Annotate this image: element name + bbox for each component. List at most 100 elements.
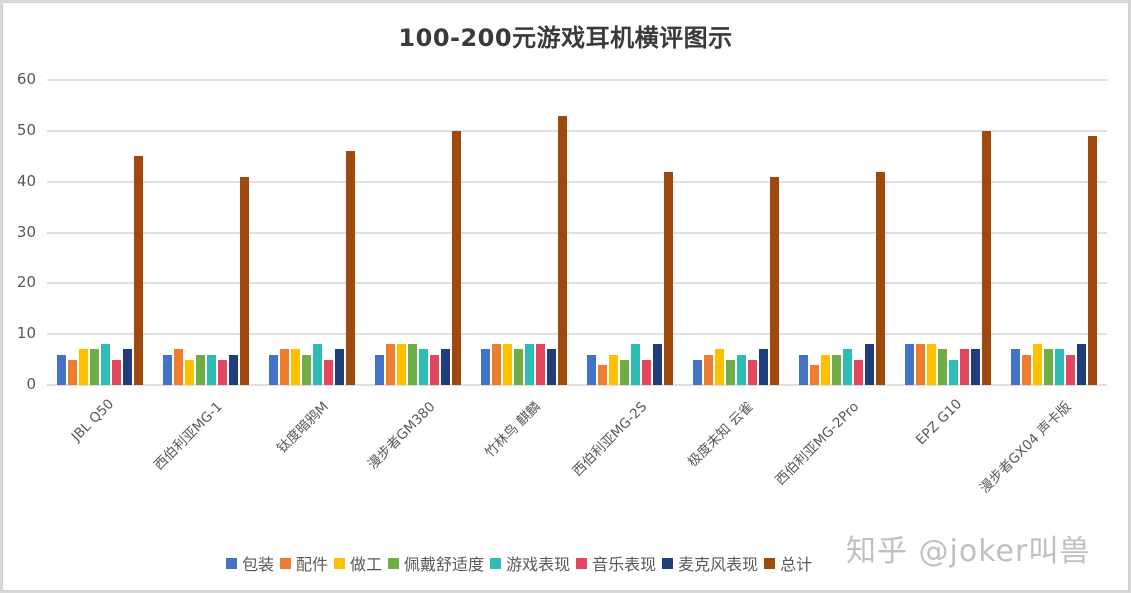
x-tick-label: 漫步者GM380 [364, 398, 439, 473]
bar [810, 364, 819, 385]
legend-swatch-icon [662, 557, 674, 569]
bar [101, 344, 110, 385]
bar [748, 359, 757, 385]
bar [704, 354, 713, 385]
bar [196, 354, 205, 385]
gridline [47, 180, 1107, 183]
legend-label: 游戏表现 [506, 555, 571, 574]
legend-label: 佩戴舒适度 [404, 555, 485, 574]
bar [324, 359, 333, 385]
bar [609, 354, 618, 385]
bar [642, 359, 651, 385]
bar [174, 349, 183, 385]
bar [229, 354, 238, 385]
bar [185, 359, 194, 385]
legend-label: 音乐表现 [592, 555, 657, 574]
legend-label: 麦克风表现 [678, 555, 759, 574]
bar [302, 354, 311, 385]
bar [938, 349, 947, 385]
bar [653, 344, 662, 385]
legend-item: 佩戴舒适度 [388, 551, 484, 575]
bar [397, 344, 406, 385]
bar [715, 349, 724, 385]
x-tick-label: EPZ G10 [912, 396, 966, 449]
bar [905, 344, 914, 385]
y-tick-label: 60 [16, 70, 36, 88]
bar [313, 344, 322, 385]
bar [503, 344, 512, 385]
bar [770, 176, 779, 385]
legend-label: 配件 [296, 555, 329, 574]
y-tick-label: 40 [16, 171, 36, 190]
bar [1077, 344, 1086, 385]
bar [832, 354, 841, 385]
y-tick-label: 20 [16, 273, 36, 292]
legend-label: 总计 [780, 555, 813, 574]
legend-swatch-icon [280, 557, 292, 569]
bar [514, 349, 523, 385]
bar [452, 130, 461, 385]
bar [419, 349, 428, 385]
bar [218, 359, 227, 385]
y-tick-label: 0 [26, 375, 36, 393]
bar [280, 349, 289, 385]
legend-item: 配件 [280, 551, 328, 575]
bar [68, 359, 77, 385]
bar [960, 349, 969, 385]
bar [1055, 349, 1064, 385]
bar [865, 344, 874, 385]
gridline [47, 231, 1107, 234]
bar [971, 349, 980, 385]
legend-swatch-icon [490, 557, 502, 569]
bar [737, 354, 746, 385]
x-tick-label: JBL Q50 [68, 396, 118, 445]
bar [79, 349, 88, 385]
bar [134, 156, 143, 385]
bar [664, 171, 673, 385]
bar [269, 354, 278, 385]
bar [335, 349, 344, 385]
x-tick-label: 竹林鸟 麒麟 [481, 398, 544, 461]
bar [1011, 349, 1020, 385]
bar [1033, 344, 1042, 385]
y-tick-label: 50 [16, 120, 36, 139]
gridline [47, 333, 1107, 336]
bar [927, 344, 936, 385]
bar [492, 344, 501, 385]
bar [291, 349, 300, 385]
bar [1022, 354, 1031, 385]
bar [843, 349, 852, 385]
bar [821, 354, 830, 385]
bar [525, 344, 534, 385]
bar [693, 359, 702, 385]
bar [799, 354, 808, 385]
legend-item: 总计 [764, 551, 812, 575]
bar [620, 359, 629, 385]
chart-title: 100-200元游戏耳机横评图示 [398, 24, 733, 52]
bar [587, 354, 596, 385]
bar [90, 349, 99, 385]
bar [916, 344, 925, 385]
bar [375, 354, 384, 385]
x-tick-label: 西伯利亚MG-1 [151, 398, 226, 474]
legend-swatch-icon [388, 557, 400, 569]
x-tick-label: 西伯利亚MG-2Pro [772, 398, 863, 489]
bar [1066, 354, 1075, 385]
legend-swatch-icon [334, 557, 346, 569]
legend-item: 游戏表现 [490, 551, 570, 575]
bar [112, 359, 121, 385]
bar [430, 354, 439, 385]
x-tick-label: 西伯利亚MG-2S [569, 398, 651, 480]
x-tick-label: 极度未知 云雀 [684, 398, 757, 471]
legend-swatch-icon [576, 557, 588, 569]
x-tick-label: 漫步者GX04 声卡版 [976, 398, 1075, 497]
bar [481, 349, 490, 385]
bar [854, 359, 863, 385]
legend-item: 包装 [226, 551, 274, 575]
gridline [47, 129, 1107, 132]
bar [57, 354, 66, 385]
bar [1088, 135, 1097, 385]
bar [631, 344, 640, 385]
bar [123, 349, 132, 385]
